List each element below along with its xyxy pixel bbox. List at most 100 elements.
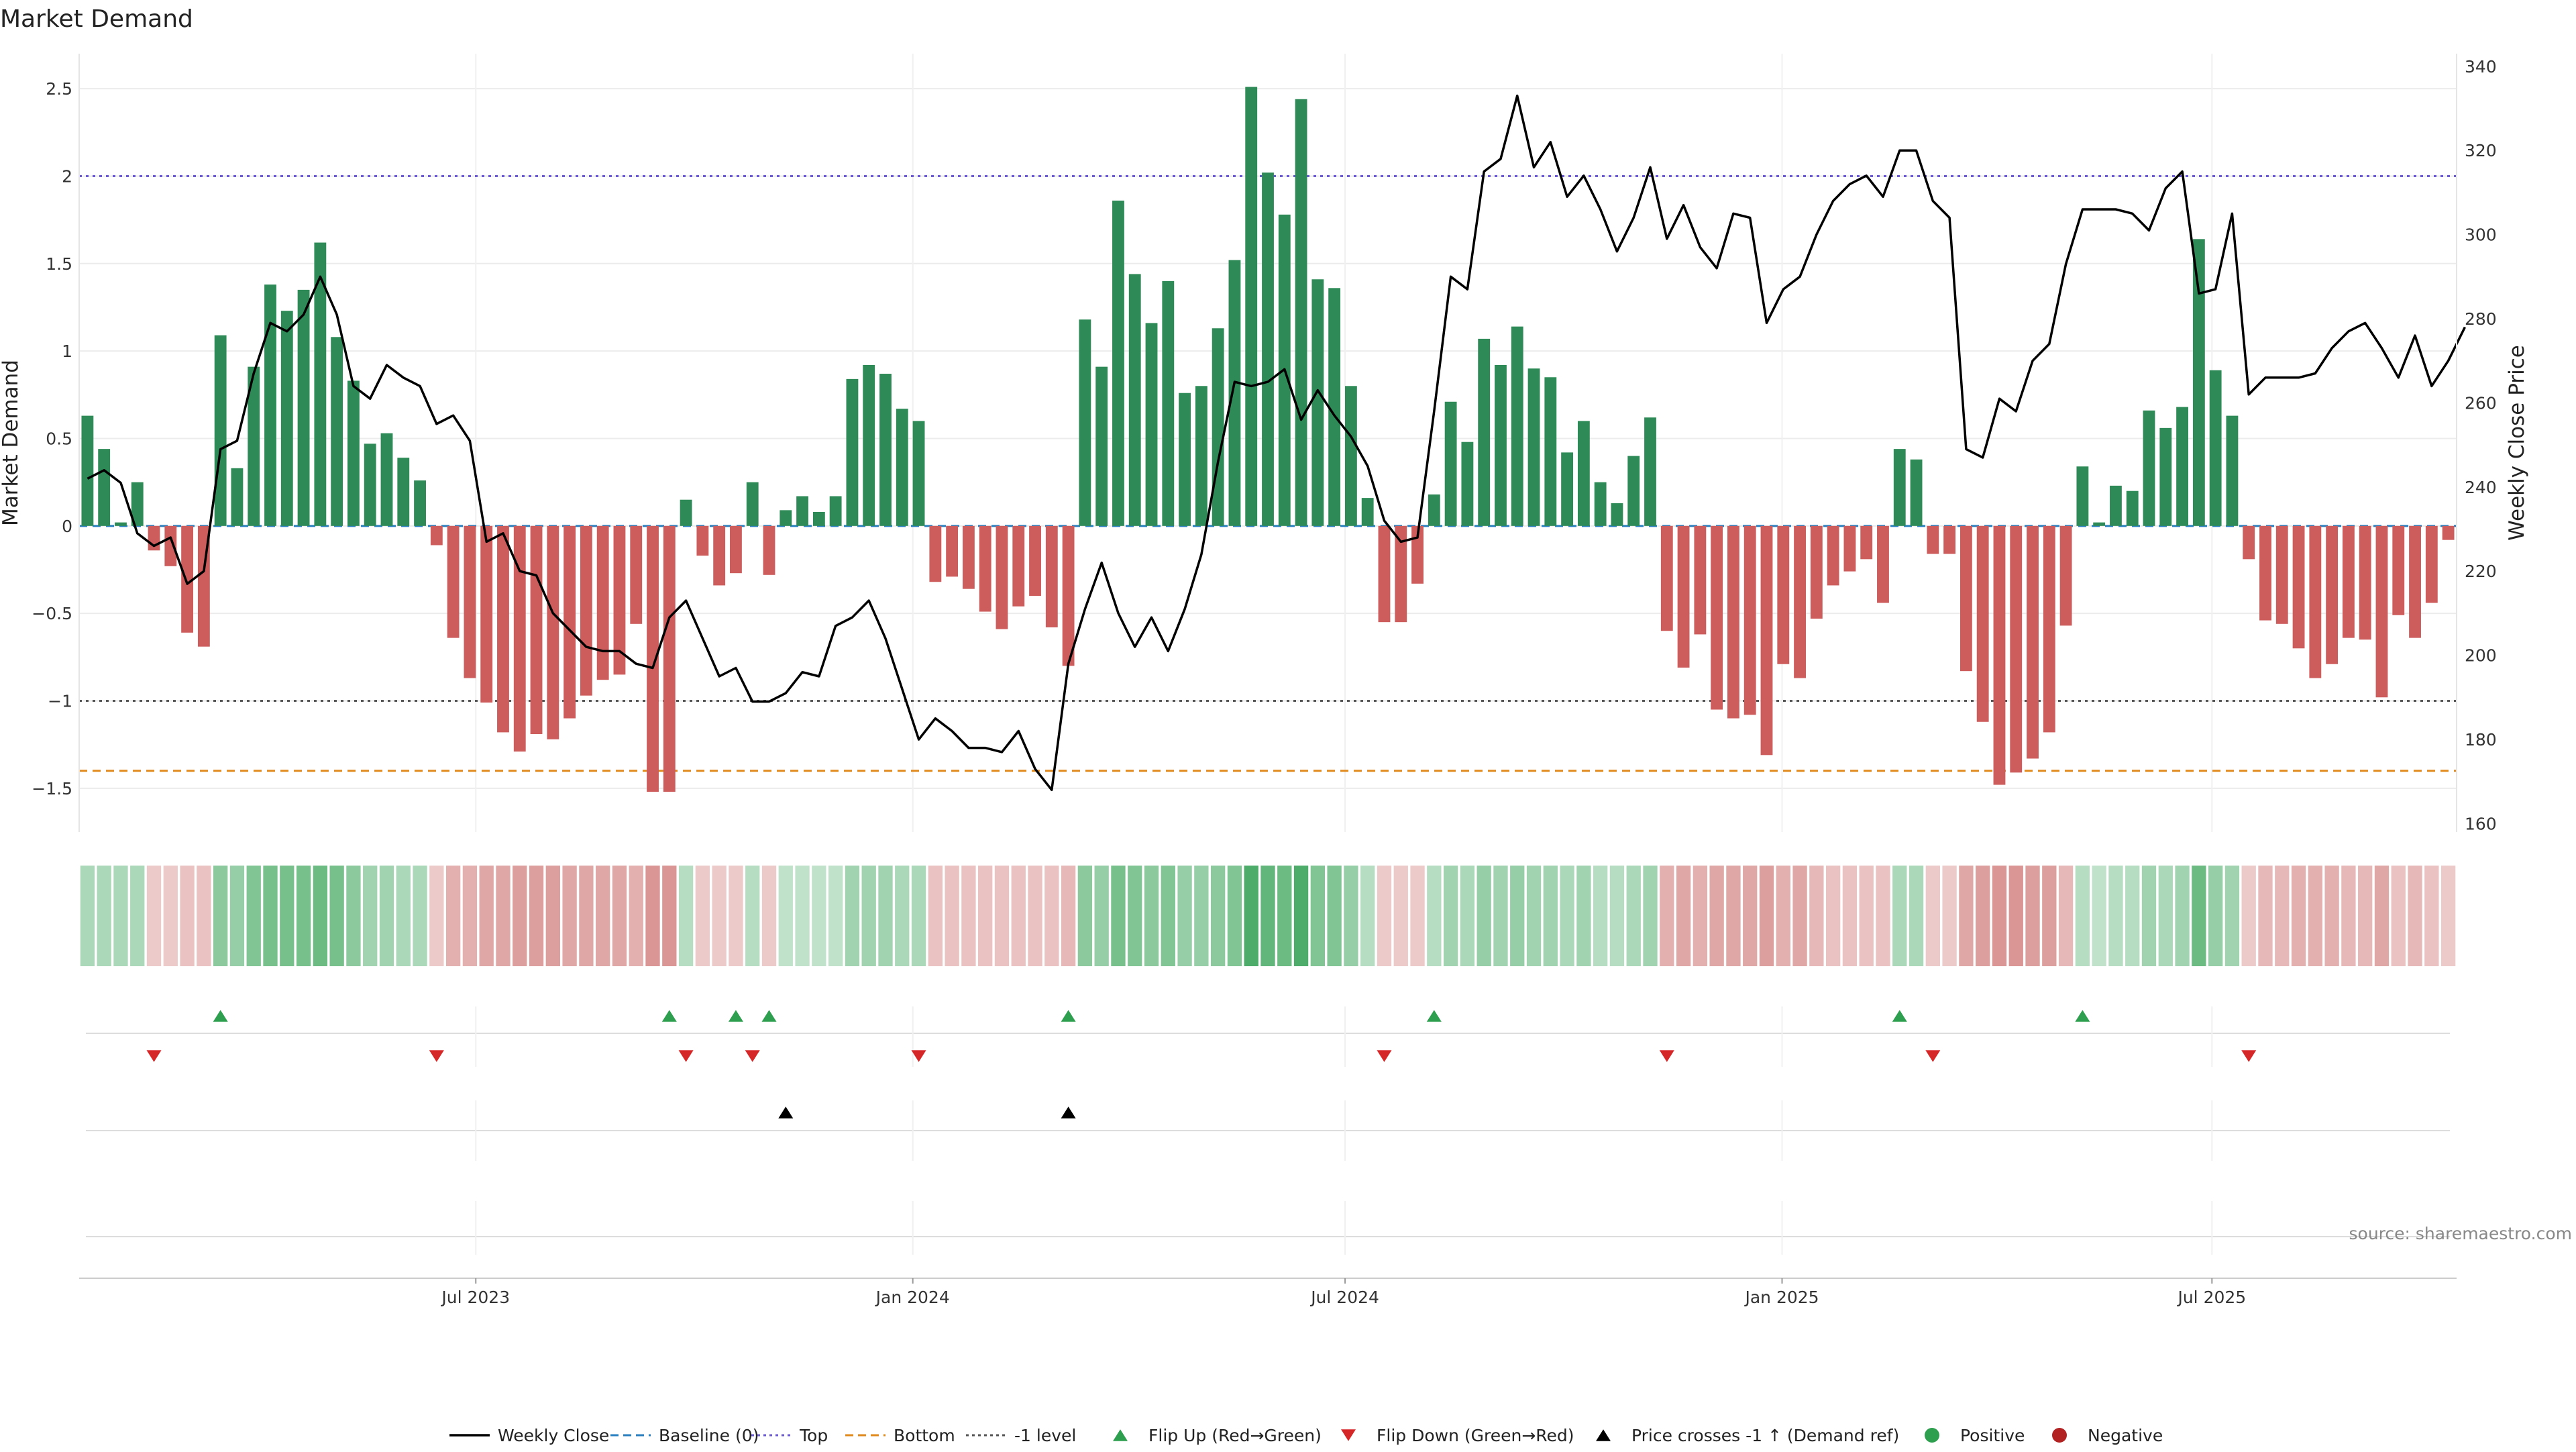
heat-cell <box>479 866 494 966</box>
legend: Weekly Close Baseline (0) Top Bottom -1 leve… <box>449 1426 2163 1445</box>
heat-cell <box>1177 866 1192 966</box>
heat-cell <box>1609 866 1625 966</box>
heat-cell <box>80 866 95 966</box>
legend-label: Negative <box>2088 1426 2163 1445</box>
flip-down-marker <box>1659 1050 1674 1062</box>
legend-swatch <box>1113 1429 1128 1441</box>
demand-bar <box>1245 87 1258 526</box>
heat-cell <box>180 866 195 966</box>
demand-bar <box>364 444 376 526</box>
demand-bar <box>2093 522 2106 526</box>
weekly-close-line <box>87 94 2466 792</box>
heat-cell <box>1161 866 1175 966</box>
demand-bar <box>480 525 493 703</box>
demand-bar <box>1927 525 1939 554</box>
heat-cell <box>1510 866 1525 966</box>
heat-cell <box>263 866 278 966</box>
y-tick-right-label: 200 <box>2465 646 2497 666</box>
heat-cell <box>2108 866 2123 966</box>
demand-bar <box>164 525 177 566</box>
heat-cell <box>828 866 843 966</box>
demand-bar <box>447 525 460 638</box>
heat-cell <box>712 866 727 966</box>
y-tick-right-label: 240 <box>2465 478 2497 497</box>
heat-cell <box>496 866 511 966</box>
demand-bar <box>763 525 775 575</box>
heat-cell <box>1377 866 1392 966</box>
flip-up-marker <box>1426 1010 1442 1022</box>
demand-bar <box>746 482 759 526</box>
legend-label: Flip Down (Green→Red) <box>1377 1426 1574 1445</box>
legend-item: Negative <box>2052 1426 2163 1445</box>
flip-down-marker <box>1925 1050 1941 1062</box>
demand-bar <box>2176 407 2188 526</box>
demand-bar <box>1461 442 1474 526</box>
demand-bar <box>1660 525 1673 631</box>
heat-cell <box>928 866 943 966</box>
heat-cell <box>1842 866 1858 966</box>
heat-cell <box>2075 866 2090 966</box>
heat-cell <box>146 866 162 966</box>
legend-item: Flip Up (Red→Green) <box>1113 1426 1322 1445</box>
demand-bar <box>780 510 792 526</box>
demand-bar <box>1212 328 1224 526</box>
heat-cell <box>1560 866 1574 966</box>
demand-bar <box>946 525 959 577</box>
heat-cell <box>429 866 444 966</box>
y-tick-right-label: 320 <box>2465 141 2497 160</box>
demand-bar <box>713 525 726 586</box>
heat-cell <box>878 866 893 966</box>
heat-cell <box>745 866 760 966</box>
heat-cell <box>1709 866 1724 966</box>
heat-cell <box>445 866 461 966</box>
heat-cell <box>778 866 793 966</box>
heat-cell <box>629 866 643 966</box>
heat-cell <box>1643 866 1658 966</box>
heat-cell <box>197 866 211 966</box>
legend-item: Positive <box>1925 1426 2025 1445</box>
demand-bar <box>1062 525 1075 666</box>
heat-cell <box>1626 866 1641 966</box>
heat-cell <box>1443 866 1458 966</box>
demand-bar <box>1577 421 1590 526</box>
demand-bar <box>2209 370 2222 526</box>
demand-bar <box>1627 456 1640 526</box>
demand-bar <box>2275 525 2288 624</box>
demand-bar <box>380 433 393 526</box>
demand-bar <box>1611 503 1623 526</box>
demand-bar <box>248 366 260 526</box>
heat-cell <box>961 866 976 966</box>
demand-bar <box>214 335 227 526</box>
heat-cell <box>945 866 959 966</box>
heat-cell <box>1743 866 1758 966</box>
demand-bar <box>1344 386 1357 526</box>
heat-cell <box>1593 866 1608 966</box>
x-tick-label: Jan 2024 <box>875 1288 950 1307</box>
demand-bar <box>2292 525 2305 649</box>
heat-cell <box>1792 866 1807 966</box>
heat-cell <box>1809 866 1824 966</box>
flip-up-marker <box>1061 1010 1076 1022</box>
flip-down-marker <box>745 1050 760 1062</box>
demand-bar <box>663 525 676 792</box>
y-tick-left-label: 1.5 <box>46 254 72 274</box>
demand-bar <box>1993 525 2006 785</box>
demand-bar <box>347 380 360 526</box>
demand-bar <box>1228 260 1241 526</box>
demand-bar <box>464 525 476 678</box>
demand-bar <box>297 289 310 526</box>
demand-bar <box>1727 525 1739 719</box>
legend-label: Price crosses -1 ↑ (Demand ref) <box>1631 1426 1899 1445</box>
heat-cell <box>1094 866 1109 966</box>
demand-bar <box>1943 525 1956 554</box>
legend-swatch <box>1925 1428 1939 1443</box>
heat-cell <box>994 866 1010 966</box>
demand-bar <box>647 525 659 792</box>
demand-bar <box>1162 280 1175 526</box>
heat-cell <box>662 866 677 966</box>
demand-bar <box>2226 415 2239 526</box>
legend-item: -1 level <box>966 1426 1076 1445</box>
demand-bar <box>2010 525 2023 773</box>
heat-cell <box>113 866 128 966</box>
heat-cell <box>1776 866 1790 966</box>
